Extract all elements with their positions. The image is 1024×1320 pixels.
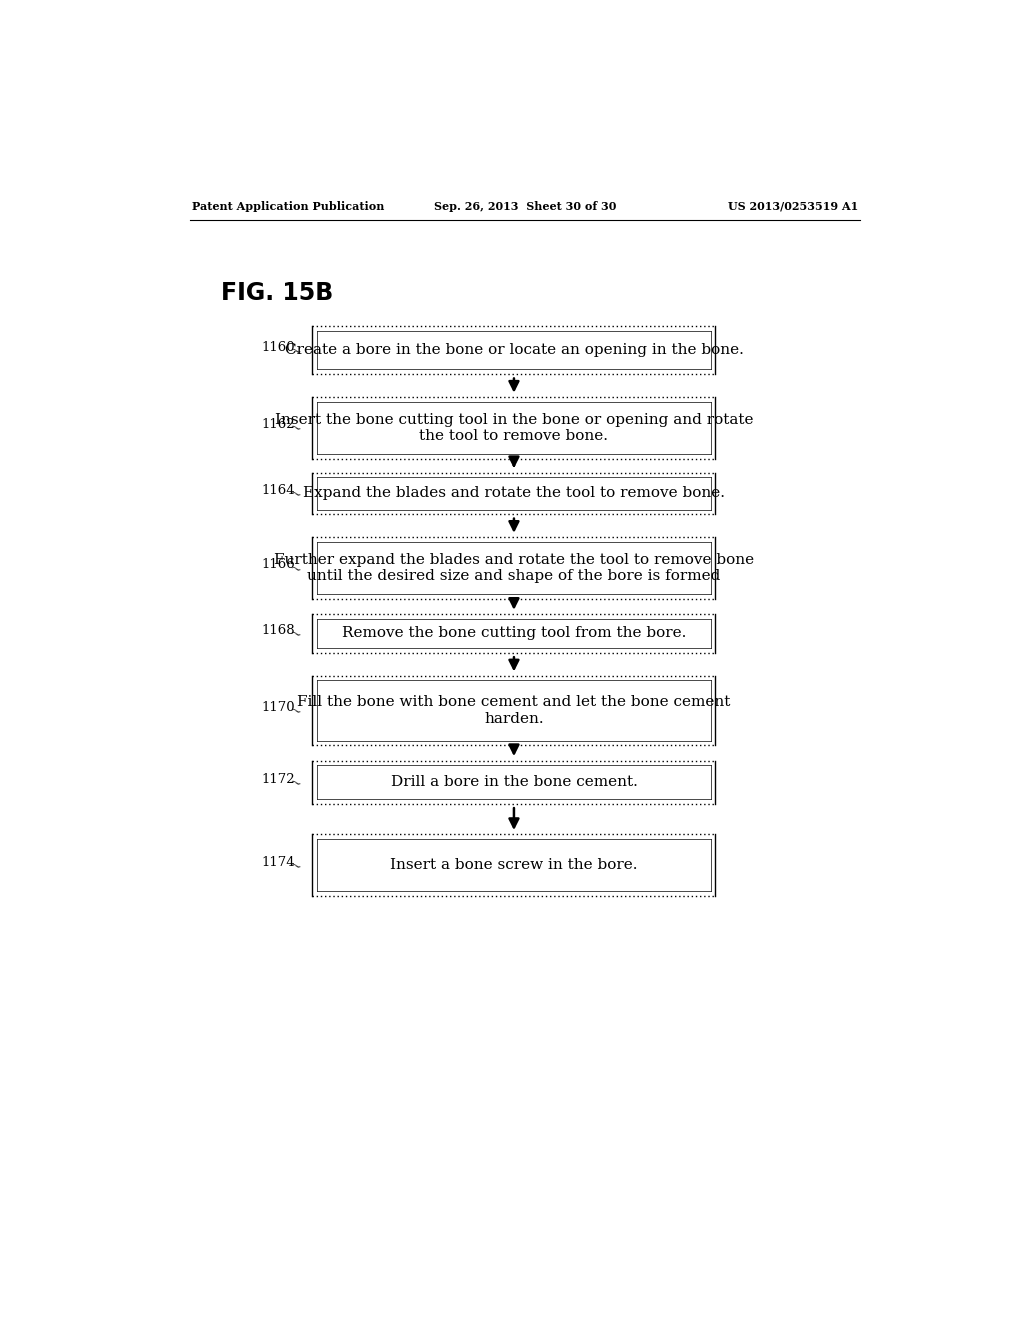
Text: 1164: 1164 [262,483,295,496]
Text: 1170: 1170 [262,701,295,714]
Text: Remove the bone cutting tool from the bore.: Remove the bone cutting tool from the bo… [342,627,686,640]
Text: Create a bore in the bone or locate an opening in the bone.: Create a bore in the bone or locate an o… [285,343,743,358]
Text: ~: ~ [287,704,302,721]
Text: ~: ~ [287,627,302,644]
Text: 1174: 1174 [262,855,295,869]
Text: Further expand the blades and rotate the tool to remove bone
until the desired s: Further expand the blades and rotate the… [273,553,754,583]
Text: Insert a bone screw in the bore.: Insert a bone screw in the bore. [390,858,638,873]
Text: ~: ~ [287,775,302,792]
Text: Expand the blades and rotate the tool to remove bone.: Expand the blades and rotate the tool to… [303,486,725,500]
Text: FIG. 15B: FIG. 15B [221,281,333,305]
Text: 1162: 1162 [262,418,295,432]
Text: 1172: 1172 [262,772,295,785]
Text: ~: ~ [287,858,302,875]
Text: 1168: 1168 [262,624,295,638]
Text: Fill the bone with bone cement and let the bone cement
harden.: Fill the bone with bone cement and let t… [297,696,731,726]
Text: ~: ~ [287,343,302,360]
Text: Drill a bore in the bone cement.: Drill a bore in the bone cement. [390,775,637,789]
Text: Sep. 26, 2013  Sheet 30 of 30: Sep. 26, 2013 Sheet 30 of 30 [433,201,616,211]
Text: 1160: 1160 [262,341,295,354]
Text: ~: ~ [287,421,302,438]
Text: US 2013/0253519 A1: US 2013/0253519 A1 [728,201,858,211]
Text: ~: ~ [287,486,302,503]
Text: ~: ~ [287,561,302,578]
Text: Patent Application Publication: Patent Application Publication [191,201,384,211]
Text: 1166: 1166 [262,558,295,572]
Text: Insert the bone cutting tool in the bone or opening and rotate
the tool to remov: Insert the bone cutting tool in the bone… [274,413,754,444]
